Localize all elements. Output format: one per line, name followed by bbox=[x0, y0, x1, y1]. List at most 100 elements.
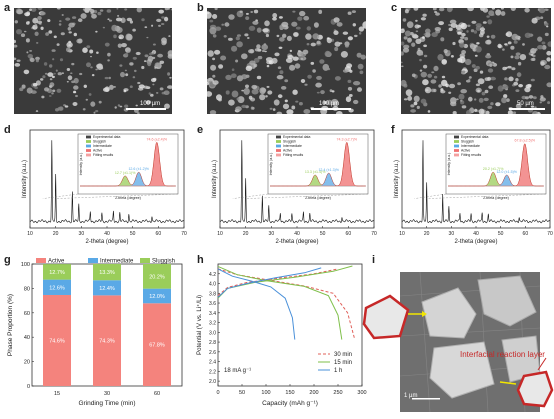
legend-label: Active bbox=[93, 149, 102, 153]
sem-particle bbox=[117, 14, 120, 17]
sem-particle bbox=[450, 23, 458, 28]
legend-label: Experimental data bbox=[283, 135, 310, 139]
sem-particle bbox=[26, 51, 29, 54]
sem-particle bbox=[299, 10, 306, 17]
sem-particle bbox=[82, 108, 86, 111]
y-tick-label: 3.0 bbox=[209, 330, 216, 336]
sem-particle bbox=[35, 56, 40, 61]
sem-particle bbox=[511, 67, 516, 71]
sem-particle bbox=[44, 72, 48, 75]
sem-particle bbox=[276, 75, 284, 80]
sem-particle bbox=[248, 95, 253, 100]
sem-particle bbox=[277, 94, 283, 99]
y-tick-label: 40 bbox=[24, 335, 30, 341]
sem-particle bbox=[14, 63, 21, 67]
sem-particle bbox=[223, 35, 227, 38]
sem-particle bbox=[403, 44, 410, 49]
sem-particle bbox=[88, 8, 92, 11]
sem-particle bbox=[289, 49, 293, 53]
sem-particle bbox=[420, 98, 427, 104]
sem-particle bbox=[218, 98, 222, 102]
bar-segment-sluggish bbox=[143, 264, 171, 289]
sem-particle bbox=[107, 18, 110, 20]
sem-particle bbox=[159, 60, 165, 64]
sem-particle bbox=[83, 84, 88, 89]
sem-particle bbox=[256, 27, 262, 33]
sem-particle bbox=[507, 110, 513, 114]
x-tick-label: 200 bbox=[309, 390, 318, 396]
sem-particle bbox=[504, 77, 508, 81]
legend-swatch bbox=[36, 258, 46, 263]
sem-particle bbox=[150, 93, 154, 97]
sem-particle bbox=[70, 72, 73, 74]
scale-bar-c bbox=[509, 108, 545, 110]
sem-particle bbox=[359, 32, 362, 35]
sem-particle bbox=[98, 100, 102, 104]
sem-particle bbox=[117, 104, 121, 107]
sem-particle bbox=[244, 33, 249, 37]
sem-particle bbox=[424, 86, 432, 94]
legend-label: Sluggish bbox=[93, 140, 106, 144]
sem-particle bbox=[422, 36, 425, 39]
sem-particle bbox=[359, 70, 364, 75]
sem-particle bbox=[88, 93, 92, 96]
sem-particle bbox=[437, 54, 444, 61]
sem-particle bbox=[347, 86, 353, 91]
sem-particle bbox=[411, 73, 416, 78]
sem-particle bbox=[281, 86, 287, 90]
x-tick-label: 250 bbox=[333, 390, 342, 396]
sem-particle bbox=[40, 78, 44, 81]
sem-particle bbox=[52, 58, 55, 61]
sem-particle bbox=[525, 84, 532, 89]
sem-particle bbox=[347, 79, 352, 83]
sem-particle bbox=[515, 103, 522, 109]
bar-value-label: 74.6% bbox=[49, 338, 65, 344]
sem-particle bbox=[537, 36, 543, 42]
sem-particle bbox=[336, 22, 343, 27]
inset-peak-label: 13.3 (±1.4)% bbox=[305, 170, 326, 174]
sem-particle bbox=[230, 73, 237, 78]
sem-particle bbox=[59, 20, 62, 23]
bar-value-label: 13.3% bbox=[99, 270, 115, 276]
sem-particle bbox=[245, 12, 249, 15]
sem-particle bbox=[286, 109, 294, 114]
sem-particle bbox=[253, 63, 258, 68]
sem-particle bbox=[532, 111, 538, 114]
sem-particle bbox=[419, 58, 422, 62]
sem-particle bbox=[482, 8, 489, 13]
bar-segment-intermediate bbox=[143, 288, 171, 304]
sem-particle bbox=[214, 8, 218, 11]
sem-particle bbox=[148, 52, 153, 56]
sem-particle bbox=[530, 78, 535, 82]
sem-particle bbox=[511, 33, 519, 41]
sem-particle bbox=[261, 50, 266, 52]
sem-particle bbox=[300, 57, 304, 61]
sem-particle bbox=[495, 9, 502, 16]
sem-particle bbox=[401, 51, 404, 56]
sem-particle bbox=[502, 84, 509, 90]
inset-peak-label: 12.6 (±1.2)% bbox=[128, 167, 149, 171]
sem-particle bbox=[530, 105, 535, 108]
sem-particle bbox=[60, 32, 65, 36]
sem-particle bbox=[137, 112, 140, 114]
sem-particle bbox=[40, 11, 46, 16]
sem-particle bbox=[461, 105, 467, 109]
sem-particle bbox=[228, 99, 235, 106]
legend-label: Active bbox=[461, 149, 470, 153]
sem-particle bbox=[99, 9, 104, 12]
sem-particle bbox=[281, 21, 289, 27]
sem-particle bbox=[34, 24, 38, 27]
sem-particle bbox=[340, 51, 348, 58]
sem-particle bbox=[292, 10, 296, 13]
sem-particle bbox=[530, 48, 537, 54]
legend-label: Intermediate bbox=[283, 144, 302, 148]
sem-particle bbox=[304, 83, 308, 86]
sem-particle bbox=[345, 45, 349, 48]
sem-particle bbox=[161, 40, 167, 46]
sem-particle bbox=[326, 37, 332, 44]
sem-particle bbox=[434, 11, 438, 13]
sem-particle bbox=[272, 108, 276, 111]
x-tick-label: 20 bbox=[243, 231, 249, 237]
sem-particle bbox=[73, 77, 79, 84]
legend-swatch bbox=[86, 144, 91, 148]
